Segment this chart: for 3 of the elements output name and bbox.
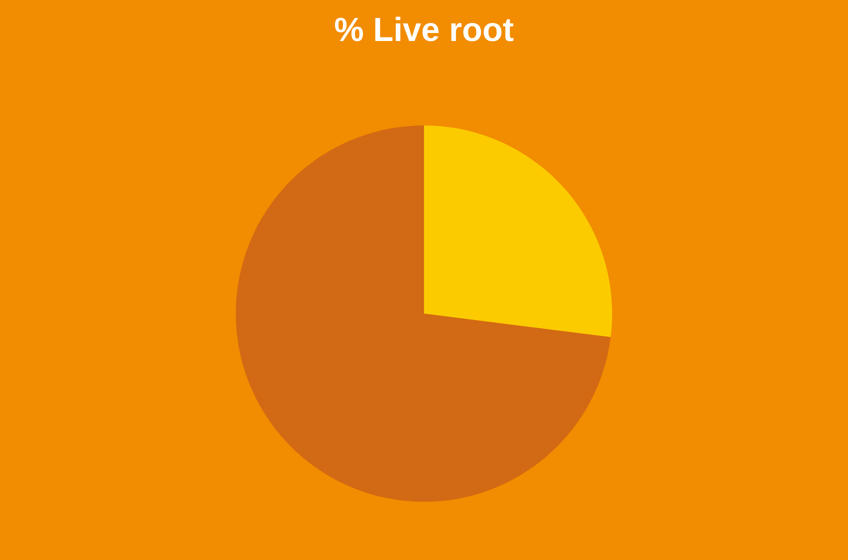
chart-title: % Live root <box>335 16 514 42</box>
pie-slice <box>424 125 612 338</box>
pie-slice <box>236 125 611 502</box>
